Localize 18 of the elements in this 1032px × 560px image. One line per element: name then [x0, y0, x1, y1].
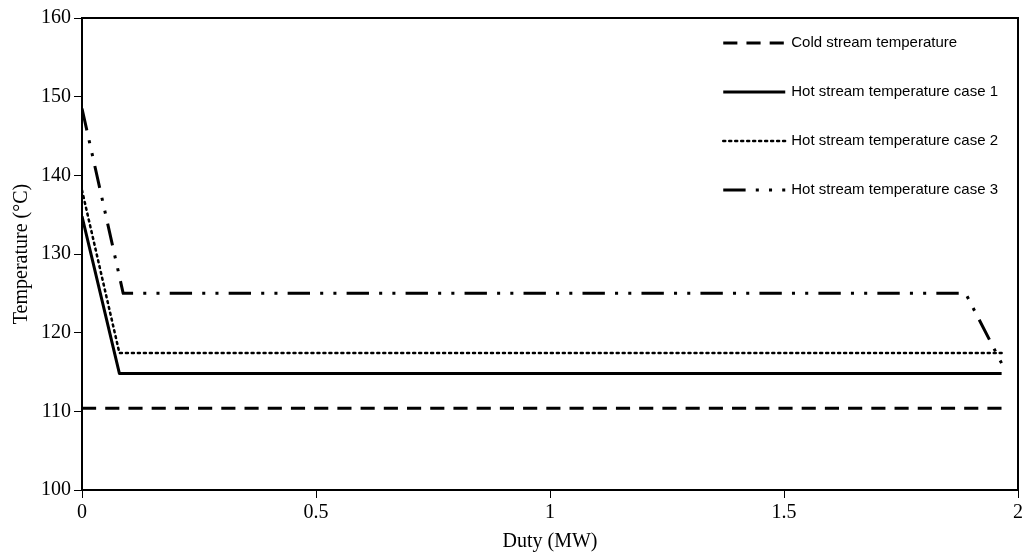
y-tick-label: 130 — [41, 241, 71, 264]
x-tick-label: 1.5 — [771, 500, 797, 523]
legend-label: Hot stream temperature case 2 — [791, 131, 999, 149]
legend-label: Hot stream temperature case 3 — [791, 180, 999, 198]
x-tick-label: 0.5 — [303, 500, 329, 523]
y-tick-label: 160 — [41, 5, 71, 28]
x-tick-label: 1 — [545, 500, 555, 523]
y-tick-label: 120 — [41, 319, 71, 342]
y-axis-title: Temperature (°C) — [9, 183, 33, 325]
y-tick-label: 110 — [41, 398, 71, 421]
y-tick-label: 100 — [41, 477, 71, 500]
y-tick-label: 150 — [41, 83, 71, 106]
legend-label: Hot stream temperature case 1 — [791, 82, 999, 100]
x-tick-label: 0 — [77, 500, 87, 523]
y-tick-label: 140 — [41, 162, 71, 185]
x-tick-label: 2 — [1013, 500, 1023, 523]
x-axis-title: Duty (MW) — [502, 529, 598, 553]
legend-label: Cold stream temperature — [791, 33, 958, 51]
